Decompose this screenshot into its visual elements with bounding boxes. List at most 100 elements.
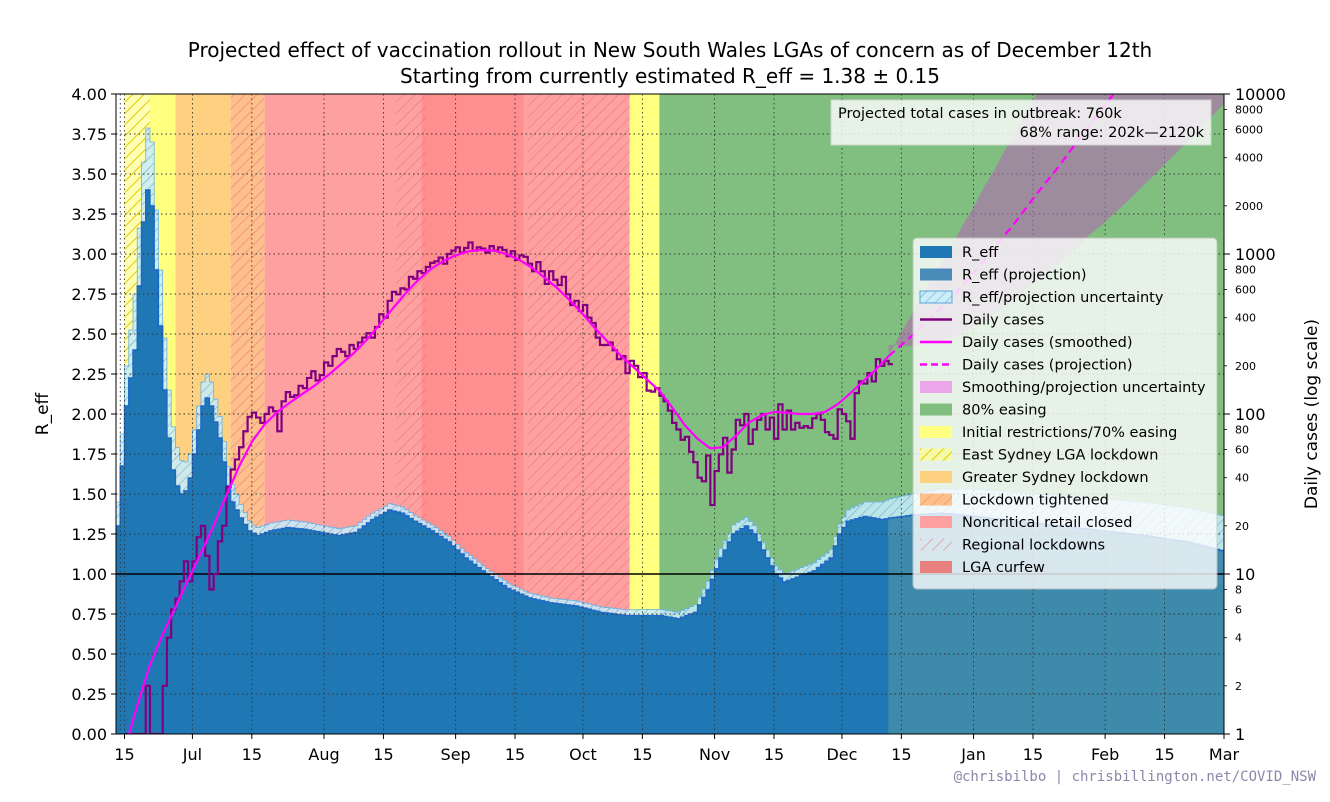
- x-tick-label: 15: [891, 745, 911, 764]
- legend-label: LGA curfew: [962, 560, 1045, 576]
- legend-label: Daily cases (projection): [962, 358, 1133, 374]
- y2-minor-tick-label: 400: [1235, 312, 1256, 325]
- y2-minor-tick-label: 4000: [1235, 152, 1263, 165]
- legend-item: Daily cases (smoothed): [920, 335, 1133, 351]
- legend-swatch: [920, 426, 952, 438]
- y2-minor-tick-label: 6000: [1235, 123, 1263, 136]
- y2-minor-tick-label: 800: [1235, 264, 1256, 277]
- y2-minor-tick-label: 2: [1235, 680, 1242, 693]
- x-tick-label: 15: [632, 745, 652, 764]
- y2-minor-tick-label: 600: [1235, 283, 1256, 296]
- legend-item: Smoothing/projection uncertainty: [920, 380, 1206, 396]
- y-tick-label: 2.75: [71, 285, 107, 304]
- x-tick-label: Mar: [1209, 745, 1240, 764]
- x-tick-label: Oct: [569, 745, 597, 764]
- legend-item: LGA curfew: [920, 560, 1045, 576]
- x-tick-label: Jul: [182, 745, 202, 764]
- plot-area: [116, 94, 1224, 734]
- chart-title: Projected effect of vaccination rollout …: [188, 38, 1152, 62]
- projection-annotation: Projected total cases in outbreak: 760k …: [830, 99, 1212, 146]
- legend-item: Noncritical retail closed: [920, 515, 1132, 531]
- y2-minor-tick-label: 6: [1235, 603, 1242, 616]
- y-axis-label: R_eff: [33, 391, 53, 435]
- y2-tick-label: 1: [1235, 725, 1245, 744]
- credit-text: @chrisbilbo | chrisbillington.net/COVID_…: [954, 769, 1317, 785]
- legend-label: Daily cases: [962, 313, 1044, 329]
- y2-minor-tick-label: 8: [1235, 584, 1242, 597]
- x-tick-label: 15: [505, 745, 525, 764]
- x-tick-label: Sep: [441, 745, 471, 764]
- legend-label: Lockdown tightened: [962, 493, 1109, 509]
- legend-label: Daily cases (smoothed): [962, 335, 1133, 351]
- y-tick-label: 3.50: [71, 165, 107, 184]
- y2-minor-tick-label: 60: [1235, 443, 1249, 456]
- legend-label: East Sydney LGA lockdown: [962, 448, 1158, 464]
- y2-minor-tick-label: 40: [1235, 472, 1249, 485]
- y-tick-label: 0.75: [71, 605, 107, 624]
- x-tick-label: Feb: [1091, 745, 1119, 764]
- legend-item: 80% easing: [920, 403, 1047, 419]
- y2-axis-label: Daily cases (log scale): [1302, 319, 1322, 509]
- y2-tick-label: 10: [1235, 565, 1255, 584]
- y2-tick-label: 1000: [1235, 245, 1276, 264]
- y2-minor-tick-label: 8000: [1235, 104, 1263, 117]
- y-tick-label: 1.00: [71, 565, 107, 584]
- y-tick-label: 3.75: [71, 125, 107, 144]
- y2-minor-tick-label: 200: [1235, 360, 1256, 373]
- x-tick-label: 15: [373, 745, 393, 764]
- y-tick-label: 2.50: [71, 325, 107, 344]
- legend-swatch: [920, 538, 952, 551]
- y-tick-label: 4.00: [71, 85, 107, 104]
- reff-area: [116, 190, 889, 734]
- y-tick-label: 3.00: [71, 245, 107, 264]
- x-tick-label: Aug: [308, 745, 339, 764]
- legend-swatch: [920, 493, 952, 506]
- legend-item: Daily cases (projection): [920, 358, 1133, 374]
- legend-swatch: [920, 268, 952, 281]
- x-tick-label: 15: [114, 745, 134, 764]
- legend-item: Initial restrictions/70% easing: [920, 425, 1177, 441]
- smoothed-cases-line: [127, 248, 890, 734]
- annotation-line2: 68% range: 202k—2120k: [1020, 125, 1205, 141]
- chart-subtitle: Starting from currently estimated R_eff …: [400, 64, 940, 88]
- y-axis-left: 0.00 0.25 0.50 0.75 1.00 1.25 1.50 1.75 2.00 2.25…: [71, 85, 116, 744]
- legend-label: R_eff (projection): [962, 268, 1087, 284]
- x-tick-label: Nov: [699, 745, 730, 764]
- legend-item: R_eff/projection uncertainty: [919, 290, 1164, 306]
- x-tick-label: 15: [1154, 745, 1174, 764]
- legend-item: R_eff (projection): [920, 268, 1087, 284]
- legend-item: R_eff: [920, 245, 999, 261]
- legend-item: Regional lockdowns: [920, 538, 1105, 554]
- legend-item: Lockdown tightened: [920, 493, 1109, 509]
- y-tick-label: 1.75: [71, 445, 107, 464]
- y-tick-label: 0.50: [71, 645, 107, 664]
- y-tick-label: 3.25: [71, 205, 107, 224]
- legend-swatch: [920, 448, 952, 461]
- legend-swatch: [920, 403, 952, 416]
- y2-tick-label: 10000: [1235, 85, 1286, 104]
- legend-swatch: [920, 561, 952, 573]
- x-tick-label: 15: [242, 745, 262, 764]
- y-tick-label: 0.25: [71, 685, 107, 704]
- legend-label: Initial restrictions/70% easing: [962, 425, 1177, 441]
- y2-minor-tick-label: 2000: [1235, 200, 1263, 213]
- x-axis: 15 Jul 15 Aug 15 Sep 15 Oct 15 Nov 15 Dec 15 Jan 15 Feb…: [114, 734, 1240, 764]
- y2-minor-tick-label: 4: [1235, 632, 1242, 645]
- legend-swatch: [920, 246, 952, 258]
- y-tick-label: 1.25: [71, 525, 107, 544]
- y2-minor-tick-label: 80: [1235, 424, 1249, 437]
- y-tick-label: 2.25: [71, 365, 107, 384]
- y2-minor-tick-label: 20: [1235, 520, 1249, 533]
- legend-label: R_eff/projection uncertainty: [962, 290, 1164, 306]
- legend-item: Daily cases: [920, 313, 1044, 329]
- y-tick-label: 0.00: [71, 725, 107, 744]
- legend-item: East Sydney LGA lockdown: [920, 448, 1158, 464]
- x-tick-label: 15: [764, 745, 784, 764]
- legend-swatch: [920, 516, 952, 528]
- legend-label: Greater Sydney lockdown: [962, 470, 1149, 486]
- legend-item: Greater Sydney lockdown: [920, 470, 1149, 486]
- y-tick-label: 1.50: [71, 485, 107, 504]
- legend-label: Noncritical retail closed: [962, 515, 1132, 531]
- legend-swatch: [920, 381, 952, 393]
